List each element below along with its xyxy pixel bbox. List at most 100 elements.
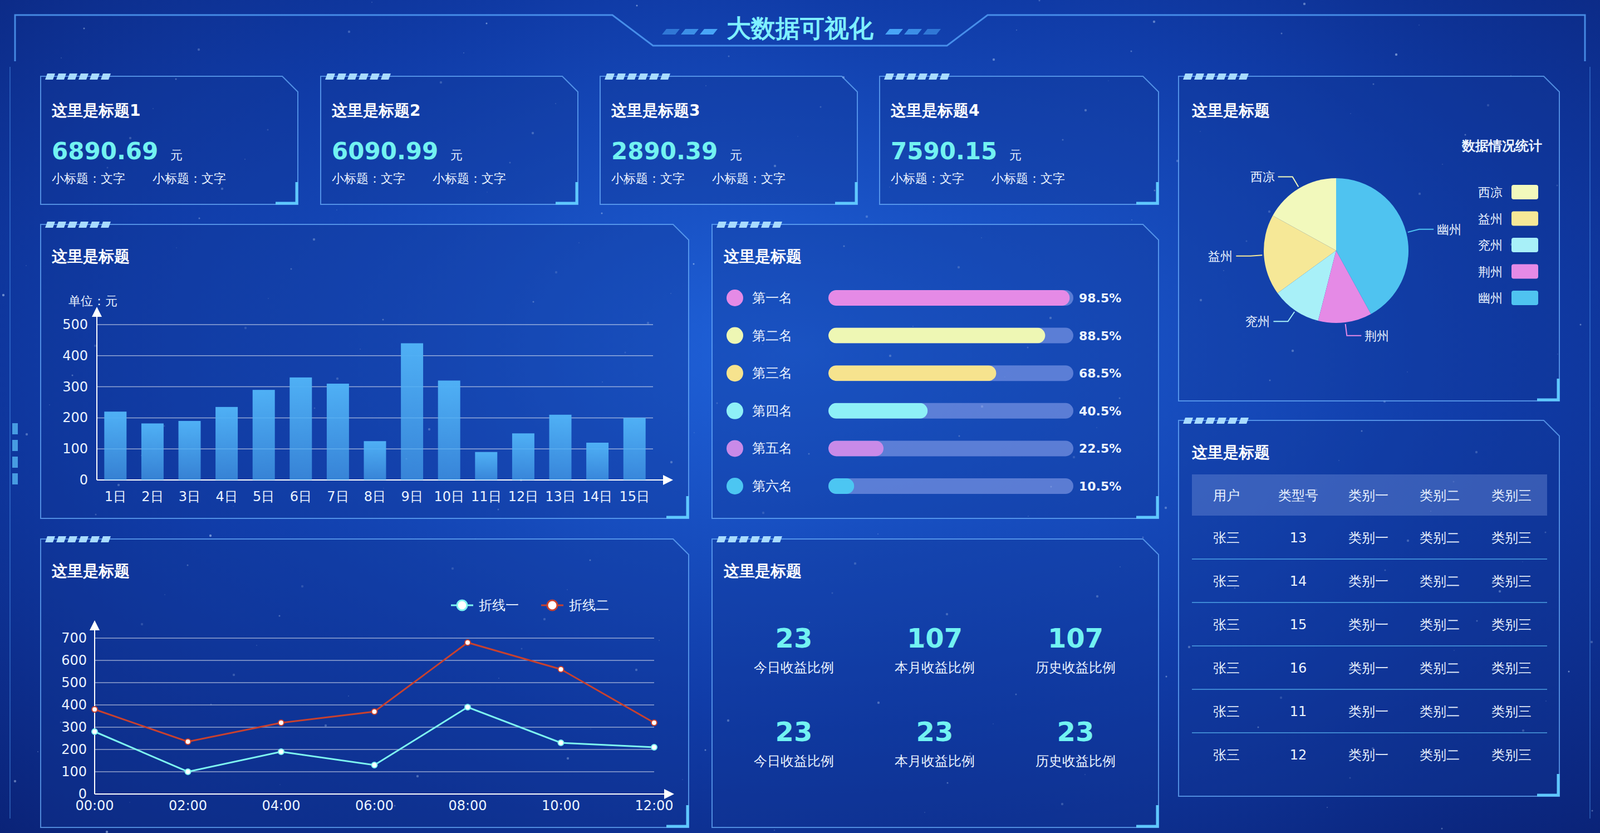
row-separator	[1191, 601, 1548, 603]
table-header: 类型号	[1278, 487, 1319, 504]
table-cell: 类别二	[1419, 616, 1460, 633]
panel-tab	[1194, 73, 1205, 80]
point	[464, 704, 471, 710]
tick-label: 200	[62, 409, 88, 426]
star	[198, 217, 201, 220]
panel-tab	[1227, 73, 1238, 80]
table-cell: 类别三	[1491, 660, 1532, 676]
table-cell: 类别一	[1348, 529, 1389, 546]
panel-tab	[738, 536, 749, 543]
star	[2, 293, 5, 297]
star	[347, 30, 351, 33]
star	[693, 432, 695, 434]
panel-tab	[615, 73, 626, 80]
star	[1165, 675, 1168, 678]
tick-label: 600	[61, 652, 87, 669]
panel-tab	[100, 536, 111, 543]
star	[209, 534, 212, 537]
row-separator	[1191, 732, 1548, 734]
slice-label: 兖州	[1245, 314, 1270, 329]
tick-label: 1日	[104, 488, 127, 505]
star	[773, 829, 775, 831]
track	[828, 290, 1074, 306]
line-panel: 这里是标题010020030040050060070000:0002:0004:…	[40, 536, 689, 828]
table-cell: 类别三	[1491, 573, 1532, 590]
legend-swatch	[1511, 211, 1539, 227]
axis-title: 单位：元	[68, 293, 118, 308]
card-unit: 元	[729, 148, 743, 163]
tick-label: 00:00	[75, 797, 114, 814]
bar	[215, 406, 238, 480]
tick-label: 15日	[619, 488, 650, 505]
card-unit: 元	[450, 148, 463, 163]
header-deco	[661, 28, 680, 35]
stat-label: 历史收益比例	[1035, 753, 1116, 769]
bar-group	[828, 365, 996, 381]
panel-tab	[100, 221, 111, 228]
card-note: 小标题：文字	[611, 171, 685, 186]
table-cell: 16	[1289, 660, 1308, 676]
panel-tab	[78, 536, 89, 543]
star	[486, 22, 488, 25]
star	[1303, 2, 1306, 6]
panel-frame	[1178, 420, 1560, 797]
panel-tab	[380, 73, 391, 80]
pie-panel: 这里是标题数据情况统计西凉益州兖州荆州幽州西凉益州兖州荆州幽州	[1178, 73, 1560, 401]
bar-group	[828, 290, 1070, 306]
point	[91, 706, 98, 713]
star	[336, 209, 338, 211]
side-deco	[12, 473, 18, 485]
card-note: 小标题：文字	[890, 171, 965, 186]
data-label: 22.5%	[1078, 441, 1122, 456]
category-label: 第五名	[752, 440, 793, 456]
bar-group	[828, 327, 1045, 344]
legend-label: 益州	[1478, 212, 1503, 227]
panel-tab	[67, 73, 78, 80]
star	[1130, 50, 1133, 53]
star	[601, 212, 603, 215]
tick-label: 9日	[400, 488, 423, 505]
star	[25, 433, 28, 436]
tick-label: 500	[62, 316, 88, 333]
rank-dot	[726, 327, 744, 345]
stat-label: 本月收益比例	[894, 753, 975, 769]
bar	[474, 452, 498, 480]
panel-tab	[604, 73, 615, 80]
table-cell: 类别一	[1348, 703, 1389, 720]
data-label: 10.5%	[1078, 479, 1122, 494]
star	[728, 55, 730, 58]
panel-tab	[67, 536, 78, 543]
data-label: 88.5%	[1078, 329, 1122, 343]
side-deco	[12, 423, 18, 435]
tick-label: 300	[62, 379, 88, 395]
star	[992, 58, 995, 61]
card: 这里是标题47590.15元小标题：文字小标题：文字	[879, 73, 1159, 205]
table-header: 用户	[1213, 487, 1240, 504]
grid-line	[96, 355, 654, 357]
bar-group	[828, 478, 855, 494]
x-axis	[94, 793, 665, 795]
panel-tab	[884, 73, 895, 80]
panel-frame	[40, 224, 689, 519]
table-cell: 类别三	[1491, 747, 1532, 763]
tick-label: 12日	[508, 488, 539, 505]
header-deco	[699, 28, 718, 35]
star	[1131, 219, 1133, 221]
star	[13, 779, 17, 783]
panel-tab	[56, 221, 67, 228]
grid-line	[94, 704, 655, 706]
table-cell: 张三	[1213, 616, 1240, 633]
tick-label: 8日	[364, 488, 386, 505]
legend-swatch	[1511, 290, 1539, 306]
star	[60, 57, 62, 59]
header-deco	[680, 28, 699, 35]
panel-tab	[336, 73, 347, 80]
stat-value: 23	[775, 622, 813, 654]
panel-corner	[1136, 496, 1158, 518]
grid-line	[96, 324, 654, 326]
axis-arrow	[663, 474, 674, 485]
point	[651, 719, 657, 726]
tick-label: 400	[62, 347, 88, 364]
category-label: 第六名	[752, 478, 793, 494]
table-cell: 类别一	[1348, 573, 1389, 590]
